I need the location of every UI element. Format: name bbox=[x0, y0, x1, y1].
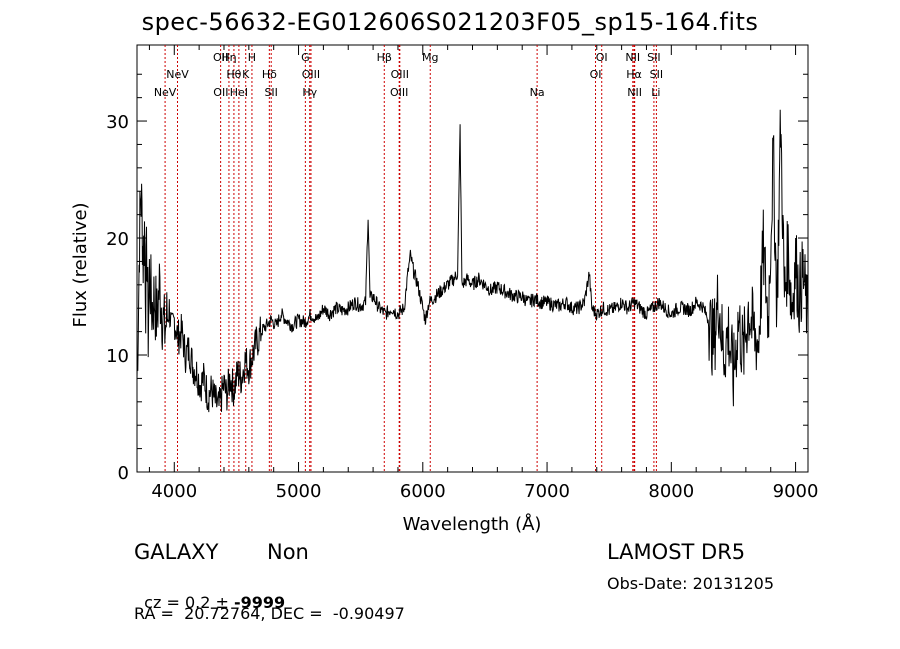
line-label: H bbox=[248, 51, 256, 64]
x-tick-label: 5000 bbox=[276, 481, 322, 502]
line-label: SII bbox=[650, 68, 663, 81]
line-label: OI bbox=[590, 68, 602, 81]
line-label: Li bbox=[651, 86, 660, 99]
subclass: Non bbox=[267, 540, 309, 564]
line-label: OIII bbox=[391, 68, 409, 81]
line-label: Hα bbox=[626, 68, 642, 81]
x-tick-label: 7000 bbox=[524, 481, 570, 502]
line-label: OIII bbox=[302, 68, 320, 81]
line-label: NeV bbox=[154, 86, 177, 99]
cz-prefix: cz = 0.2 ± bbox=[144, 593, 234, 612]
plot-frame bbox=[136, 44, 809, 473]
line-label: NeV bbox=[166, 68, 189, 81]
line-label: Hη bbox=[221, 51, 236, 64]
line-label: OII bbox=[213, 86, 228, 99]
y-tick-label: 10 bbox=[106, 346, 129, 367]
ra-dec: RA = 20.72764, DEC = -0.90497 bbox=[134, 604, 405, 623]
line-label: NII bbox=[627, 86, 642, 99]
spectrum bbox=[136, 109, 809, 413]
x-tick-label: 6000 bbox=[400, 481, 446, 502]
line-label: SII bbox=[647, 51, 660, 64]
line-label: SII bbox=[264, 86, 277, 99]
line-label: Hγ bbox=[302, 86, 317, 99]
line-label: K bbox=[242, 68, 250, 81]
line-label: OI bbox=[596, 51, 608, 64]
line-label: Hθ bbox=[226, 68, 241, 81]
obs-date: Obs-Date: 20131205 bbox=[607, 574, 775, 593]
redshift-line: cz = 0.2 ± -9999 bbox=[134, 574, 285, 612]
line-label: HeI bbox=[230, 86, 248, 99]
emission-lines bbox=[164, 45, 657, 472]
line-label: OIII bbox=[390, 86, 408, 99]
x-tick-label: 8000 bbox=[648, 481, 694, 502]
line-label: OII bbox=[213, 51, 228, 64]
x-axis-label: Wavelength (Å) bbox=[403, 513, 542, 535]
cz-error: -9999 bbox=[233, 593, 286, 612]
line-label: Hδ bbox=[262, 68, 277, 81]
x-tick-label: 9000 bbox=[773, 481, 819, 502]
object-class: GALAXY bbox=[134, 540, 219, 564]
spectrum-line bbox=[136, 109, 809, 413]
y-tick-label: 30 bbox=[106, 112, 129, 133]
line-label: Na bbox=[530, 86, 545, 99]
line-label: G bbox=[301, 51, 310, 64]
axes: 4000 5000 6000 7000 8000 9000 0 10 20 30 bbox=[106, 44, 819, 502]
x-tick-label: 4000 bbox=[151, 481, 197, 502]
line-label: Hβ bbox=[377, 51, 392, 64]
line-labels: NeVNeVOIIOIIHηHθHeIKHHδSIIGOIIIHγHβOIIIO… bbox=[154, 51, 663, 99]
y-tick-label: 0 bbox=[118, 463, 129, 484]
y-axis-label: Flux (relative) bbox=[70, 202, 91, 327]
line-label: NII bbox=[625, 51, 640, 64]
survey-name: LAMOST DR5 bbox=[607, 540, 746, 564]
line-label: Mg bbox=[422, 51, 438, 64]
y-tick-label: 20 bbox=[106, 229, 129, 250]
chart-title: spec-56632-EG012606S021203F05_sp15-164.f… bbox=[141, 8, 759, 36]
